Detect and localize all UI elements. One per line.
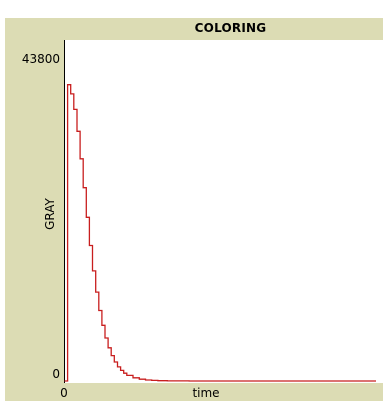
x-tick-label-min: 0 xyxy=(60,386,68,400)
series-line-0 xyxy=(64,84,376,382)
plot-area xyxy=(64,40,383,383)
plot-title: COLORING xyxy=(194,21,267,35)
y-tick-label-min: 0 xyxy=(52,367,60,381)
y-axis-label: GRAY xyxy=(43,197,57,229)
series-layer xyxy=(64,84,376,382)
y-tick-label-max: 43800 xyxy=(22,52,60,66)
x-axis-label: time xyxy=(192,386,219,400)
